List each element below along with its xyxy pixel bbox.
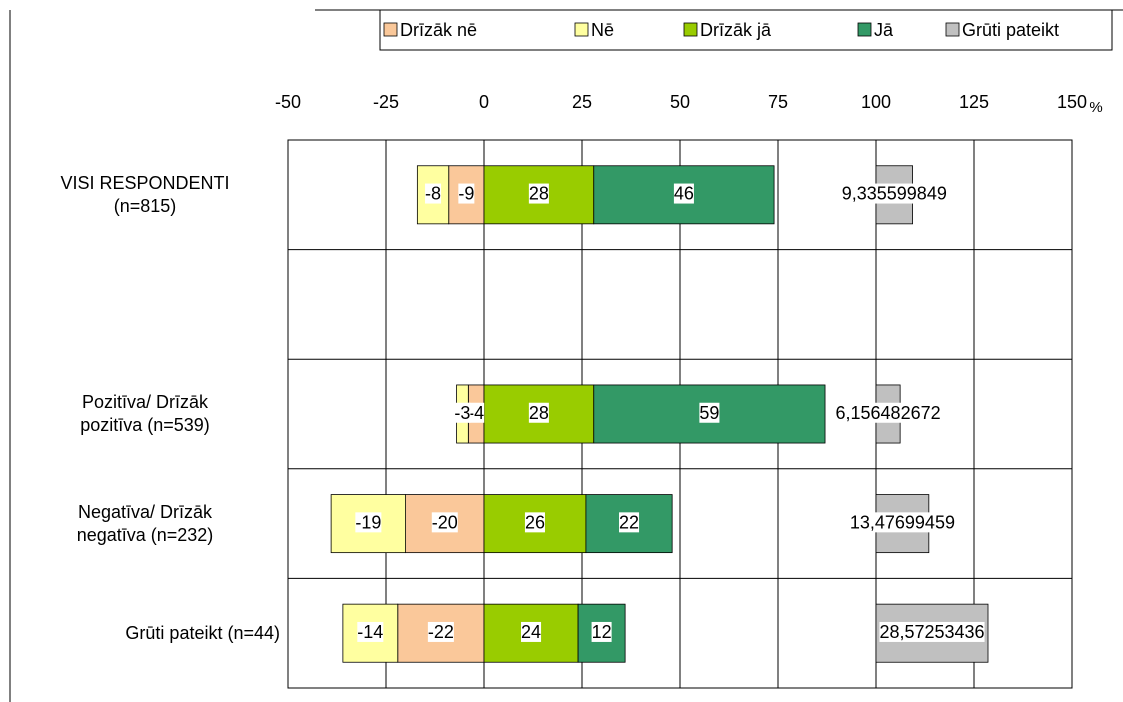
label-bg (425, 183, 442, 204)
data-label: 13,47699459 (850, 512, 955, 532)
legend-label: Drīzāk jā (700, 20, 772, 40)
data-label: 46 (674, 184, 694, 204)
x-tick-label: -50 (275, 92, 301, 112)
x-tick-label: 25 (572, 92, 592, 112)
data-label: -20 (432, 512, 458, 532)
data-label: 6,156482672 (836, 403, 941, 423)
legend-box (379, 9, 1113, 51)
x-unit: % (1089, 99, 1102, 116)
label-bg (528, 183, 549, 204)
data-label: 59 (699, 403, 719, 423)
label-bg (427, 621, 454, 642)
y-tick-label: Grūti pateikt (n=44) (125, 622, 280, 643)
legend-label: Nē (591, 20, 614, 40)
legend-swatch (683, 22, 698, 37)
data-label: 28 (529, 403, 549, 423)
x-tick-label: 100 (861, 92, 891, 112)
label-bg (524, 512, 545, 533)
label-bg (835, 402, 941, 423)
data-label: -4 (468, 403, 484, 423)
label-bg (879, 621, 985, 642)
label-bg (521, 621, 542, 642)
legend-swatch (857, 22, 872, 37)
legend-label: Jā (874, 20, 894, 40)
data-label: 22 (619, 512, 639, 532)
y-tick-label: Negatīva/ Drīzāk negatīva (n=232) (76, 501, 214, 545)
label-bg (458, 183, 475, 204)
legend-swatch (574, 22, 589, 37)
data-label: 26 (525, 512, 545, 532)
label-bg (454, 402, 471, 423)
data-label: -19 (355, 512, 381, 532)
data-label: -22 (428, 622, 454, 642)
x-tick-label: 0 (479, 92, 489, 112)
label-bg (699, 402, 720, 423)
label-bg (468, 402, 485, 423)
y-tick-label: Pozitīva/ Drīzāk pozitīva (n=539) (80, 392, 210, 435)
label-bg (849, 512, 955, 533)
legend-label: Grūti pateikt (962, 20, 1059, 40)
legend-label: Drīzāk nē (400, 20, 477, 40)
x-tick-label: 125 (959, 92, 989, 112)
data-label: 28 (529, 184, 549, 204)
y-tick-label: VISI RESPONDENTI (n=815) (60, 172, 230, 216)
label-bg (431, 512, 458, 533)
data-label: 28,57253436 (879, 622, 984, 642)
data-label: 12 (592, 622, 612, 642)
data-label: -8 (425, 184, 441, 204)
data-label: -14 (357, 622, 383, 642)
x-tick-label: 50 (670, 92, 690, 112)
label-bg (841, 183, 947, 204)
data-label: -3 (454, 403, 470, 423)
label-bg (619, 512, 640, 533)
label-bg (528, 402, 549, 423)
label-bg (591, 621, 612, 642)
x-tick-label: 150 (1057, 92, 1087, 112)
data-label: 9,335599849 (842, 184, 947, 204)
label-bg (673, 183, 694, 204)
label-bg (357, 621, 384, 642)
data-label: -9 (458, 184, 474, 204)
legend-swatch (945, 22, 960, 37)
data-label: 24 (521, 622, 541, 642)
x-tick-label: 75 (768, 92, 788, 112)
x-tick-label: -25 (373, 92, 399, 112)
legend-swatch (383, 22, 398, 37)
label-bg (355, 512, 382, 533)
